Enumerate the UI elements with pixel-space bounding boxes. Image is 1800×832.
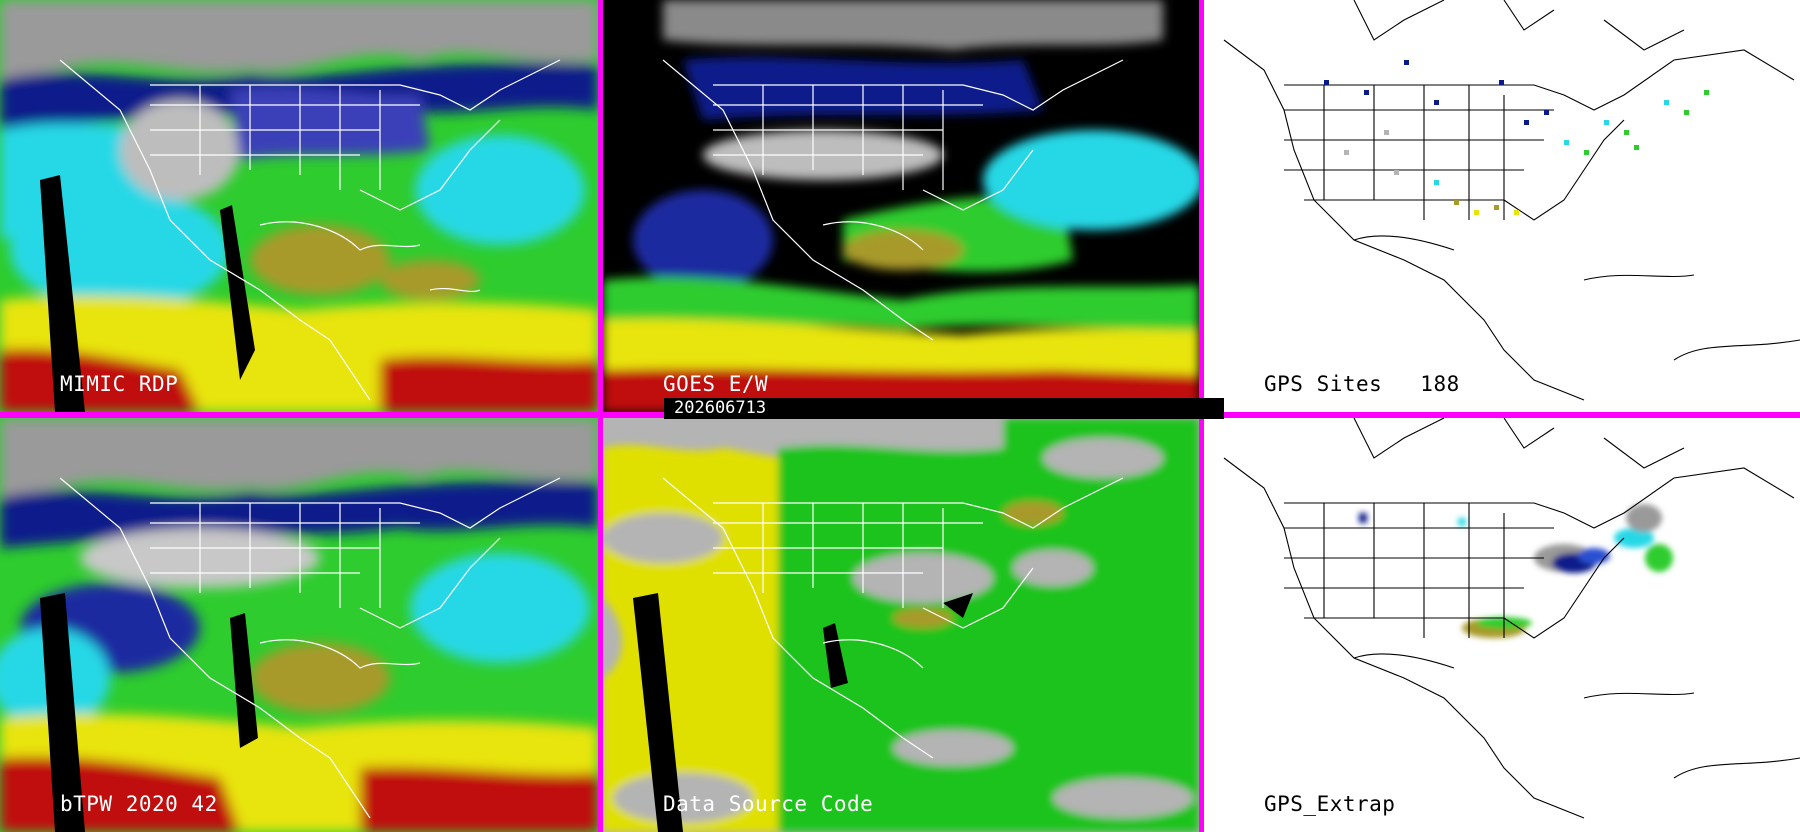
goes-tpw-panel: GOES E/W — [603, 0, 1199, 412]
gps-sites-panel-label: GPS Sites 188 — [1264, 372, 1460, 396]
gps-extrap-map — [1223, 418, 1800, 819]
data-source-code-panel-label: Data Source Code — [663, 792, 874, 816]
gps-extrap-panel: GPS_Extrap — [1204, 418, 1800, 832]
gps-sites-count: 188 — [1420, 372, 1460, 396]
data-source-code-panel: Data Source Code — [603, 418, 1199, 832]
btpw-map — [0, 418, 598, 832]
data-source-code-map — [603, 418, 1199, 832]
mimic-tpw-map — [0, 0, 598, 412]
gps-extrap-panel-label: GPS_Extrap — [1264, 792, 1396, 816]
goes-tpw-map — [603, 0, 1199, 412]
gps-sites-map — [1223, 0, 1800, 401]
gps-sites-label-text: GPS Sites — [1264, 372, 1383, 396]
goes-panel-label: GOES E/W — [663, 372, 769, 396]
timestamp-bar: 202606713 — [664, 398, 1224, 419]
btpw-panel: bTPW 2020 42 — [0, 418, 598, 832]
mimic-tpw-panel: MIMIC RDP — [0, 0, 598, 412]
btpw-panel-label: bTPW 2020 42 — [60, 792, 218, 816]
gps-sites-panel: GPS Sites 188 — [1204, 0, 1800, 412]
mimic-panel-label: MIMIC RDP — [60, 372, 179, 396]
